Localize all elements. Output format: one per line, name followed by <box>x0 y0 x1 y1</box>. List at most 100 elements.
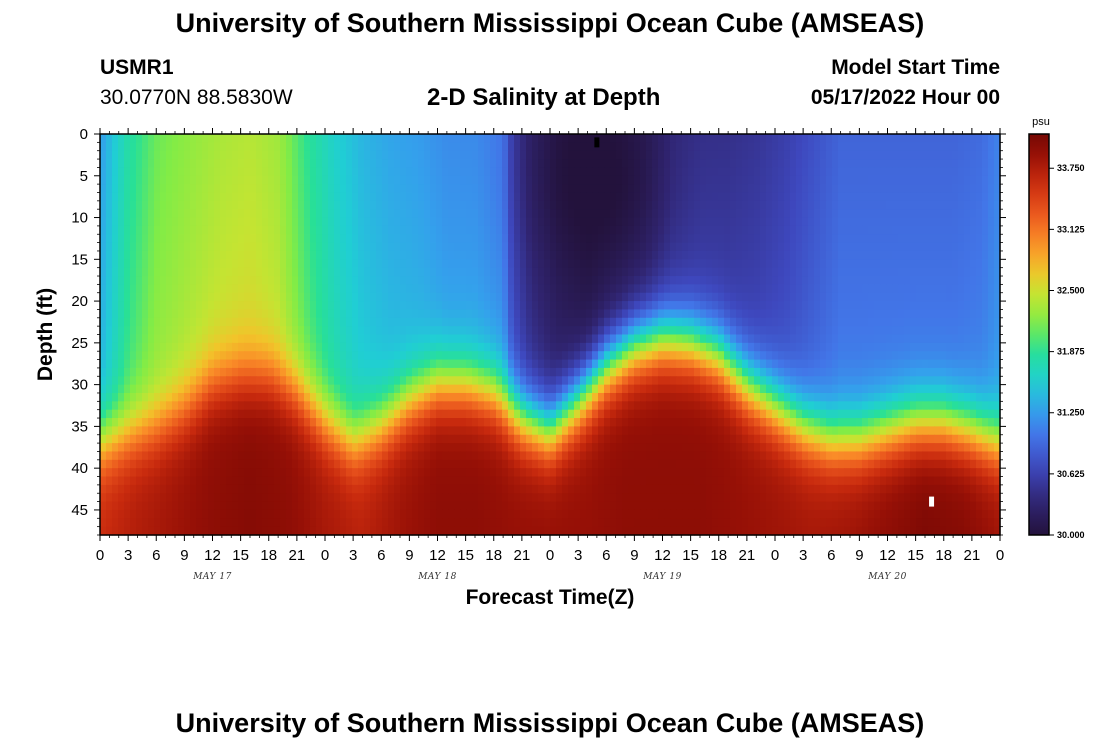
heatmap-cell <box>124 376 131 386</box>
heatmap-cell <box>100 134 107 143</box>
heatmap-cell <box>376 167 383 177</box>
heatmap-cell <box>526 225 533 235</box>
heatmap-cell <box>778 184 785 194</box>
heatmap-cell <box>334 134 341 143</box>
heatmap-cell <box>688 159 695 169</box>
heatmap-cell <box>250 259 257 269</box>
heatmap-cell <box>322 334 329 344</box>
heatmap-cell <box>466 159 473 169</box>
heatmap-cell <box>604 301 611 311</box>
heatmap-cell <box>982 392 989 402</box>
heatmap-cell <box>832 217 839 227</box>
heatmap-cell <box>112 326 119 336</box>
heatmap-cell <box>352 159 359 169</box>
heatmap-cell <box>958 134 965 143</box>
heatmap-cell <box>466 259 473 269</box>
heatmap-cell <box>604 359 611 369</box>
heatmap-cell <box>328 276 335 285</box>
heatmap-cell <box>994 150 1001 160</box>
heatmap-cell <box>136 401 143 411</box>
heatmap-cell <box>136 276 143 285</box>
heatmap-cell <box>130 175 137 185</box>
heatmap-cell <box>796 309 803 319</box>
heatmap-cell <box>844 134 851 143</box>
heatmap-cell <box>712 184 719 194</box>
heatmap-cell <box>658 200 665 210</box>
heatmap-cell <box>418 200 425 210</box>
heatmap-cell <box>796 142 803 152</box>
heatmap-cell <box>580 334 587 344</box>
heatmap-cell <box>502 342 509 352</box>
heatmap-cell <box>352 200 359 210</box>
heatmap-cell <box>946 142 953 152</box>
heatmap-cell <box>580 359 587 369</box>
heatmap-cell <box>718 259 725 269</box>
heatmap-cell <box>772 159 779 169</box>
heatmap-cell <box>742 351 749 361</box>
heatmap-cell <box>244 334 251 344</box>
heatmap-cell <box>334 150 341 160</box>
heatmap-cell <box>514 200 521 210</box>
heatmap-cell <box>910 267 917 277</box>
heatmap-cell <box>652 225 659 235</box>
heatmap-cell <box>988 351 995 361</box>
heatmap-cell <box>274 351 281 361</box>
heatmap-cell <box>712 334 719 344</box>
heatmap-cell <box>202 401 209 411</box>
heatmap-cell <box>208 334 215 344</box>
heatmap-cell <box>316 342 323 352</box>
heatmap-cell <box>412 267 419 277</box>
heatmap-cell <box>922 209 929 219</box>
heatmap-cell <box>676 150 683 160</box>
heatmap-cell <box>904 359 911 369</box>
heatmap-cell <box>370 376 377 386</box>
heatmap-cell <box>100 334 107 344</box>
heatmap-cell <box>196 192 203 202</box>
heatmap-cell <box>640 242 647 252</box>
heatmap-cell <box>160 392 167 402</box>
heatmap-cell <box>100 250 107 260</box>
heatmap-cell <box>334 309 341 319</box>
heatmap-cell <box>190 409 197 419</box>
heatmap-cell <box>934 217 941 227</box>
heatmap-cell <box>988 142 995 152</box>
heatmap-cell <box>340 175 347 185</box>
heatmap-cell <box>124 401 131 411</box>
heatmap-cell <box>412 292 419 302</box>
heatmap-cell <box>448 284 455 294</box>
heatmap-cell <box>196 342 203 352</box>
heatmap-cell <box>370 234 377 244</box>
heatmap-cell <box>274 342 281 352</box>
heatmap-cell <box>238 309 245 319</box>
heatmap-cell <box>502 326 509 336</box>
heatmap-cell <box>598 234 605 244</box>
heatmap-cell <box>106 367 113 377</box>
heatmap-cell <box>880 159 887 169</box>
heatmap-cell <box>514 159 521 169</box>
heatmap-cell <box>640 225 647 235</box>
heatmap-cell <box>820 334 827 344</box>
heatmap-cell <box>532 267 539 277</box>
heatmap-cell <box>448 259 455 269</box>
heatmap-cell <box>532 367 539 377</box>
heatmap-cell <box>208 284 215 294</box>
heatmap-cell <box>160 142 167 152</box>
heatmap-cell <box>766 175 773 185</box>
heatmap-cell <box>862 167 869 177</box>
heatmap-cell <box>682 317 689 327</box>
heatmap-cell <box>316 401 323 411</box>
heatmap-cell <box>376 392 383 402</box>
heatmap-cell <box>214 217 221 227</box>
heatmap-cell <box>940 134 947 143</box>
heatmap-cell <box>400 225 407 235</box>
heatmap-cell <box>220 267 227 277</box>
heatmap-cell <box>256 267 263 277</box>
heatmap-cell <box>826 209 833 219</box>
heatmap-cell <box>118 225 125 235</box>
heatmap-cell <box>418 175 425 185</box>
heatmap-cell <box>922 342 929 352</box>
heatmap-cell <box>844 376 851 386</box>
heatmap-cell <box>994 401 1001 411</box>
heatmap-cell <box>910 359 917 369</box>
heatmap-cell <box>304 317 311 327</box>
